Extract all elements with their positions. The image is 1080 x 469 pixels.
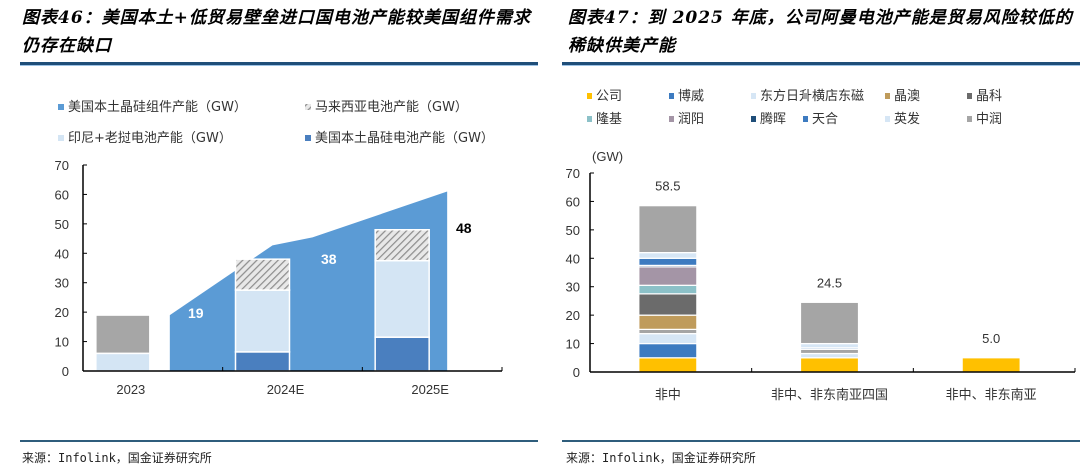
y-axis-unit: (GW) (592, 149, 623, 164)
y-tick-label: 50 (566, 223, 580, 238)
bar-segment-英发 (638, 252, 698, 259)
legend-swatch (305, 135, 311, 141)
bar-segment-2024E (234, 258, 291, 291)
bar-segment-2025E (374, 259, 430, 338)
left-chart: 美国本土晶硅组件产能（GW） 马来西亚电池产能（GW） 印尼+老挝电池产能（GW） 美… (55, 100, 503, 397)
bar-segment-润阳 (638, 266, 698, 286)
x-tick-label: 非中、非东南亚四国 (771, 387, 888, 402)
y-tick-label: 50 (55, 217, 69, 232)
legend-label: 印尼+老挝电池产能（GW） (68, 131, 232, 146)
y-tick-label: 0 (62, 364, 69, 379)
left-source-note: 来源：Infolink，国金证券研究所 (22, 451, 212, 465)
legend-swatch (885, 116, 890, 122)
x-tick-label: 非中 (655, 387, 681, 402)
legend-label: 马来西亚电池产能（GW） (315, 100, 468, 115)
legend-label: 公司 (596, 89, 622, 104)
legend-swatch (587, 93, 592, 99)
legend-swatch (967, 93, 972, 99)
y-tick-label: 70 (55, 158, 69, 173)
bar-segment-2024E (234, 351, 291, 372)
total-label: 5.0 (982, 331, 1000, 346)
y-tick-label: 30 (55, 276, 69, 291)
y-tick-label: 40 (566, 251, 580, 266)
bar-segment-2023 (95, 314, 151, 355)
left-chart-title: 图表46：美国本土+低贸易壁垒进口国电池产能较美国组件需求仍存在缺口 (22, 8, 531, 56)
bar-segment-晶科 (638, 293, 698, 316)
bar-segment-2024E (234, 289, 291, 353)
legend-label: 隆基 (596, 112, 622, 127)
legend-label: 美国本土晶硅组件产能（GW） (68, 100, 247, 115)
legend-swatch (305, 104, 311, 110)
bar-segment-东方日升 (638, 333, 698, 345)
right-bottom-divider (562, 440, 1080, 442)
bar-segment-公司 (799, 357, 860, 373)
legend-label: 横店东磁 (812, 89, 864, 104)
legend-label: 中润 (976, 112, 1002, 127)
legend-label: 腾晖 (760, 111, 786, 127)
bar-segment-2025E (374, 336, 430, 372)
bar-segment-2023 (95, 352, 151, 372)
bar-segment-横店东磁 (799, 348, 860, 355)
left-bottom-divider (20, 440, 538, 442)
bar-segment-横店东磁 (638, 328, 698, 335)
data-label: 38 (321, 251, 337, 267)
legend-label: 晶科 (976, 89, 1002, 104)
y-tick-label: 70 (566, 166, 580, 181)
y-tick-label: 20 (566, 308, 580, 323)
bar-segment-中润 (799, 301, 860, 345)
bar-segment-2025E (374, 228, 430, 262)
right-chart-title: 图表47：到 2025 年底，公司阿曼电池产能是贸易风险较低的稀缺供美产能 (568, 8, 1073, 56)
legend-swatch (803, 93, 808, 99)
legend-swatch (803, 116, 808, 122)
bar-segment-隆基 (638, 284, 698, 295)
bar-segment-天合 (638, 257, 698, 266)
bar-segment-公司 (638, 357, 698, 373)
legend-label: 东方日升 (760, 88, 812, 104)
y-tick-label: 20 (55, 305, 69, 320)
legend-label: 晶澳 (894, 88, 920, 104)
data-label: 19 (188, 305, 204, 321)
left-title-divider (20, 62, 538, 66)
right-source-note: 来源：Infolink，国金证券研究所 (566, 451, 756, 465)
legend-swatch (58, 104, 64, 110)
x-tick-label: 非中、非东南亚 (946, 387, 1037, 402)
legend-swatch (669, 93, 674, 99)
bar-segment-晶澳 (638, 314, 698, 330)
legend-label: 英发 (894, 111, 920, 127)
legend-label: 博威 (678, 89, 704, 104)
total-label: 58.5 (655, 179, 680, 194)
bar-segment-东方日升 (799, 352, 860, 359)
y-tick-label: 10 (566, 337, 580, 352)
legend-swatch (751, 93, 756, 99)
legend-swatch (885, 93, 890, 99)
legend-label: 美国本土晶硅电池产能（GW） (315, 131, 494, 146)
legend-label: 天合 (812, 112, 838, 127)
legend-label: 润阳 (678, 112, 704, 127)
right-title-divider (562, 62, 1080, 66)
x-tick-label: 2023 (116, 382, 145, 397)
bar-segment-公司 (961, 357, 1021, 373)
total-label: 24.5 (817, 275, 842, 290)
y-tick-label: 60 (566, 194, 580, 209)
y-tick-label: 10 (55, 335, 69, 350)
left-legend: 美国本土晶硅组件产能（GW） 马来西亚电池产能（GW） 印尼+老挝电池产能（GW） 美… (58, 100, 494, 146)
y-tick-label: 60 (55, 187, 69, 202)
legend-swatch (587, 116, 592, 122)
legend-swatch (967, 116, 972, 122)
y-tick-label: 30 (566, 280, 580, 295)
legend-swatch (669, 116, 674, 122)
y-tick-label: 40 (55, 246, 69, 261)
legend-swatch (751, 116, 756, 122)
bar-segment-博威 (638, 342, 698, 359)
data-label: 48 (456, 220, 472, 236)
x-tick-label: 2024E (267, 382, 305, 397)
legend-swatch (58, 135, 64, 141)
y-tick-label: 0 (573, 365, 580, 380)
x-tick-label: 2025E (411, 382, 449, 397)
bar-segment-中润 (638, 205, 698, 254)
bar-segment-英发 (799, 342, 860, 349)
